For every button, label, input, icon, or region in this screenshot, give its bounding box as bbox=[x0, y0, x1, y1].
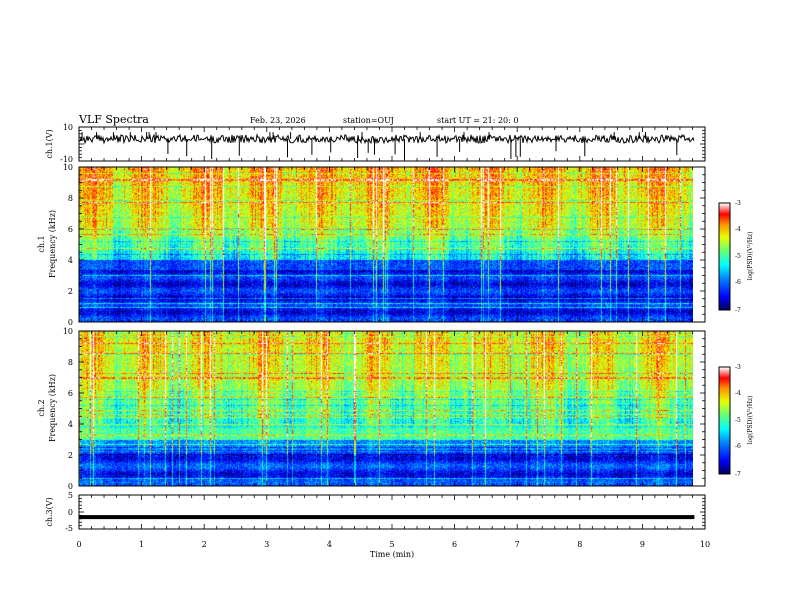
ch1-freq-tick-8: 8 bbox=[68, 194, 73, 203]
ch1-colorbar: -3 -4 -5 -6 -7 log(PSD)(V²/Hz) bbox=[718, 200, 754, 314]
time-axis-tick-label: 3 bbox=[264, 540, 269, 549]
ch2-spectrogram-panel: ch.2 Frequency (kHz) 0 2 4 6 8 10 bbox=[37, 327, 706, 491]
ch3-ytick-middle: 0 bbox=[68, 508, 73, 517]
time-axis-tick-labels: 0 1 2 3 4 5 6 7 8 9 10 bbox=[76, 540, 710, 549]
ch2-colorbar-tick-m4: -4 bbox=[735, 390, 741, 397]
ch2-freq-tick-0: 0 bbox=[68, 482, 73, 491]
time-axis-tick-label: 6 bbox=[452, 540, 457, 549]
ch3-waveform-line bbox=[79, 515, 695, 520]
ch1-freq-tick-0: 0 bbox=[68, 318, 73, 327]
ch1-waveform-ticks bbox=[78, 126, 706, 162]
ch1-freq-tick-10: 10 bbox=[63, 163, 73, 172]
ch2-freq-tick-8: 8 bbox=[68, 358, 73, 367]
ch2-colorbar-tick-m6: -6 bbox=[735, 443, 741, 450]
ch3-waveform-panel: ch.3(V) 5 0 -5 0 1 2 3 4 5 6 7 8 9 10 Time (min) bbox=[45, 491, 710, 559]
time-axis-tick-label: 0 bbox=[76, 540, 81, 549]
ch1-colorbar-tick-m4: -4 bbox=[735, 226, 741, 233]
ch1-spectrogram-ylabel-channel: ch.1 bbox=[37, 235, 46, 252]
ch3-ytick-top: 5 bbox=[68, 491, 73, 500]
time-axis-label: Time (min) bbox=[370, 550, 414, 559]
ch1-colorbar-gradient bbox=[719, 203, 730, 310]
time-axis-tick-label: 7 bbox=[515, 540, 520, 549]
ch2-freq-tick-10: 10 bbox=[63, 327, 73, 336]
ch1-freq-tick-4: 4 bbox=[68, 256, 73, 265]
ch2-freq-tick-6: 6 bbox=[68, 389, 73, 398]
ch1-colorbar-tick-m3: -3 bbox=[735, 200, 741, 207]
figure-date: Feb. 23, 2026 bbox=[250, 116, 306, 125]
ch1-spectrogram-panel: ch.1 Frequency (kHz) 0 2 4 6 8 10 bbox=[37, 163, 706, 327]
ch2-colorbar: -3 -4 -5 -6 -7 log(PSD)(V²/Hz) bbox=[718, 364, 754, 478]
ch1-ytick-top: 10 bbox=[63, 123, 73, 132]
figure-start-ut: start UT = 21: 20: 0 bbox=[437, 116, 518, 125]
figure-station: station=OUJ bbox=[343, 116, 394, 125]
ch1-spectrogram-heatmap bbox=[79, 167, 693, 322]
ch1-colorbar-tick-m7: -7 bbox=[735, 307, 741, 314]
ch1-freq-tick-2: 2 bbox=[68, 287, 73, 296]
time-axis-tick-label: 10 bbox=[700, 540, 710, 549]
ch1-freq-tick-6: 6 bbox=[68, 225, 73, 234]
ch1-colorbar-tick-m6: -6 bbox=[735, 279, 741, 286]
time-axis-tick-label: 5 bbox=[389, 540, 394, 549]
ch1-colorbar-label: log(PSD)(V²/Hz) bbox=[747, 232, 754, 281]
ch2-colorbar-tick-m7: -7 bbox=[735, 471, 741, 478]
ch2-spectrogram-ticks bbox=[78, 330, 706, 487]
ch1-waveform-panel: ch.1(V) 10 -10 bbox=[45, 123, 706, 164]
ch1-spectrogram-ylabel-frequency: Frequency (kHz) bbox=[48, 210, 57, 278]
ch2-spectrogram-heatmap bbox=[79, 331, 693, 486]
ch1-colorbar-tick-m5: -5 bbox=[735, 253, 741, 260]
time-axis-tick-label: 4 bbox=[327, 540, 332, 549]
ch2-colorbar-label: log(PSD)(V²/Hz) bbox=[747, 396, 754, 445]
ch2-freq-tick-4: 4 bbox=[68, 420, 73, 429]
time-axis-tick-label: 9 bbox=[640, 540, 645, 549]
figure-title: VLF Spectra bbox=[78, 113, 149, 126]
ch2-spectrogram-ylabel-frequency: Frequency (kHz) bbox=[48, 374, 57, 442]
ch3-waveform-ticks bbox=[78, 494, 706, 530]
ch3-ytick-bottom: -5 bbox=[65, 524, 73, 533]
ch1-ytick-bottom: -10 bbox=[60, 155, 73, 164]
time-axis-tick-label: 1 bbox=[139, 540, 144, 549]
time-axis-tick-label: 8 bbox=[577, 540, 582, 549]
ch1-spectrogram-ticks bbox=[78, 166, 706, 323]
time-axis-tick-label: 2 bbox=[202, 540, 207, 549]
ch2-spectrogram-ylabel-channel: ch.2 bbox=[37, 399, 46, 416]
ch1-waveform-line bbox=[78, 132, 695, 160]
ch3-waveform-ylabel: ch.3(V) bbox=[45, 497, 54, 526]
ch2-colorbar-tick-m3: -3 bbox=[735, 364, 741, 371]
ch2-colorbar-gradient bbox=[719, 367, 730, 474]
ch2-colorbar-tick-m5: -5 bbox=[735, 417, 741, 424]
ch2-freq-tick-2: 2 bbox=[68, 451, 73, 460]
ch1-waveform-ylabel: ch.1(V) bbox=[45, 129, 54, 158]
